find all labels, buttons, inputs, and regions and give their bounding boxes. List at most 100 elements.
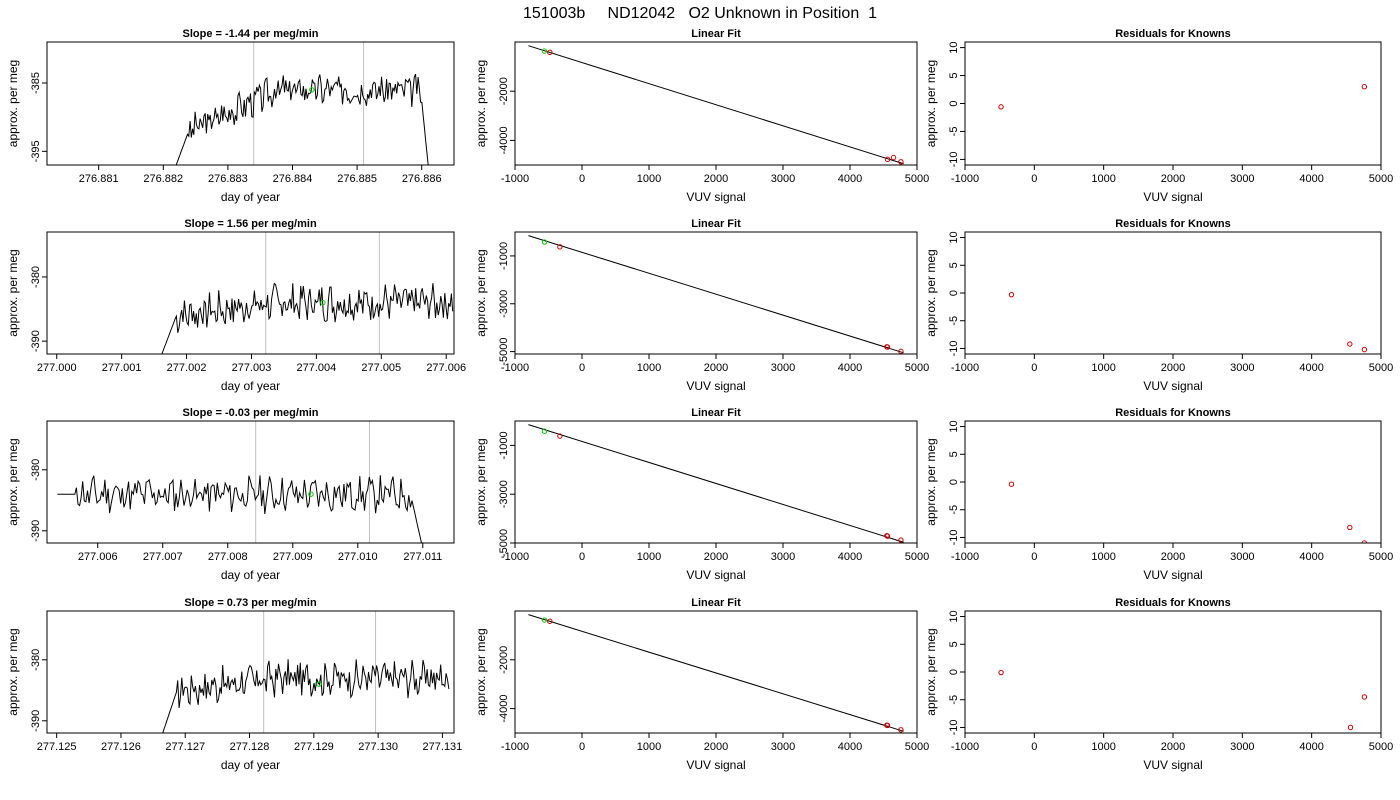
x-tick-label: 5000 xyxy=(905,362,929,374)
x-tick-label: 0 xyxy=(579,173,585,185)
x-axis-label: VUV signal xyxy=(1143,758,1202,772)
x-tick-label: 276.884 xyxy=(273,173,313,185)
x-tick-label: 4000 xyxy=(838,741,862,753)
x-tick-label: 277.006 xyxy=(426,362,466,374)
known-point xyxy=(1008,481,1015,487)
x-tick-label: 0 xyxy=(579,741,585,753)
x-tick-label: 277.127 xyxy=(165,741,205,753)
x-tick-label: 277.003 xyxy=(232,362,272,374)
x-tick-label: 4000 xyxy=(1299,741,1323,753)
x-tick-label: 277.005 xyxy=(361,362,401,374)
plot-frame xyxy=(46,420,455,544)
y-tick-label: -390 xyxy=(30,520,42,542)
x-tick-label: 277.002 xyxy=(167,362,207,374)
known-point xyxy=(1347,724,1354,731)
x-tick-label: 5000 xyxy=(905,551,929,563)
y-tick-label: -5 xyxy=(948,316,960,326)
plot-frame xyxy=(964,41,1382,166)
panel-title: Linear Fit xyxy=(691,597,741,609)
x-tick-label: 277.008 xyxy=(208,551,248,563)
x-tick-label: 2000 xyxy=(704,173,728,185)
plot-area xyxy=(528,45,904,165)
unknown-point xyxy=(309,87,315,93)
x-tick-label: 4000 xyxy=(1299,173,1323,185)
x-axis-label: day of year xyxy=(221,190,280,204)
y-tick-label: -3000 xyxy=(498,290,510,318)
x-tick-label: 1000 xyxy=(1091,741,1115,753)
x-tick-label: 2000 xyxy=(704,362,728,374)
x-tick-label: 0 xyxy=(1031,173,1037,185)
panels: Slope = -1.44 per meg/min 276.881 276.882 2… xyxy=(6,28,1393,772)
unknown-point xyxy=(541,428,548,434)
x-tick-label: -1000 xyxy=(501,741,529,753)
x-tick-label: 0 xyxy=(1031,551,1037,563)
y-tick-label: 5 xyxy=(948,262,960,268)
panel-title: Residuals for Knowns xyxy=(1115,28,1231,40)
x-axis-label: VUV signal xyxy=(1143,190,1202,204)
y-tick-label: -380 xyxy=(30,266,42,288)
x-tick-label: -1000 xyxy=(951,551,979,563)
x-tick-label: 277.131 xyxy=(423,741,463,753)
x-tick-label: 3000 xyxy=(1230,362,1254,374)
y-axis-label: approx. per meg xyxy=(6,628,20,715)
known-point xyxy=(547,618,553,624)
x-tick-label: 277.126 xyxy=(101,741,141,753)
x-tick-label: -1000 xyxy=(951,741,979,753)
known-point xyxy=(898,537,904,543)
x-tick-label: 2000 xyxy=(1161,741,1185,753)
plot-frame xyxy=(514,41,918,166)
plot-area xyxy=(528,235,904,354)
known-point xyxy=(884,156,891,163)
y-tick-label: -395 xyxy=(30,140,42,162)
y-tick-label: -10 xyxy=(948,720,960,736)
x-tick-label: 276.881 xyxy=(79,173,119,185)
panel-title: Linear Fit xyxy=(691,218,741,230)
x-tick-label: 4000 xyxy=(1299,362,1323,374)
panel-r2-c2: Residuals for Knowns -1000 0 1000 2000 3000 40… xyxy=(924,407,1393,582)
panel-r2-c1: Linear Fit -1000 0 1000 2000 3000 4000 5000 -500… xyxy=(474,407,929,582)
x-tick-label: -1000 xyxy=(501,362,529,374)
x-tick-label: 277.130 xyxy=(358,741,398,753)
plot-frame xyxy=(964,231,1382,355)
y-tick-label: 5 xyxy=(948,72,960,78)
panel-title: Residuals for Knowns xyxy=(1115,597,1231,609)
panel-r3-c2: Residuals for Knowns -1000 0 1000 2000 3000 40… xyxy=(924,597,1393,772)
x-axis-label: day of year xyxy=(221,758,280,772)
x-tick-label: 3000 xyxy=(771,362,795,374)
y-axis-label: approx. per meg xyxy=(474,60,488,147)
known-point xyxy=(890,154,897,161)
y-tick-label: -10 xyxy=(948,341,960,357)
x-tick-label: 3000 xyxy=(771,551,795,563)
x-tick-label: 1000 xyxy=(637,741,661,753)
panel-r0-c2: Residuals for Knowns -1000 0 1000 2000 3000 40… xyxy=(924,28,1393,204)
y-tick-label: -1000 xyxy=(498,242,510,270)
y-tick-label: -380 xyxy=(30,459,42,481)
panel-r1-c2: Residuals for Knowns -1000 0 1000 2000 3000 40… xyxy=(924,218,1393,393)
unknown-point xyxy=(541,48,548,54)
known-point xyxy=(998,104,1004,110)
panel-title: Linear Fit xyxy=(691,28,741,40)
fit-line xyxy=(528,614,904,732)
y-tick-label: -1000 xyxy=(498,431,510,459)
panel-r3-c1: Linear Fit -1000 0 1000 2000 3000 4000 5000 -400… xyxy=(474,597,929,772)
x-tick-label: 2000 xyxy=(1161,362,1185,374)
plot-area xyxy=(998,84,1368,110)
signal-trace xyxy=(175,73,429,165)
y-axis-label: approx. per meg xyxy=(474,438,488,525)
y-tick-label: 0 xyxy=(948,669,960,675)
x-tick-label: -1000 xyxy=(951,173,979,185)
panel-r2-c0: Slope = -0.03 per meg/min 277.006 277.007 2… xyxy=(6,407,455,582)
known-point xyxy=(1361,84,1368,90)
y-tick-label: -10 xyxy=(948,530,960,546)
x-tick-label: 277.125 xyxy=(37,741,77,753)
y-tick-label: 10 xyxy=(948,420,960,432)
panel-title: Slope = 0.73 per meg/min xyxy=(184,597,317,609)
x-axis-label: VUV signal xyxy=(686,568,745,582)
x-tick-label: 4000 xyxy=(838,173,862,185)
panel-r3-c0: Slope = 0.73 per meg/min 277.125 277.126 27… xyxy=(6,597,462,772)
x-tick-label: 1000 xyxy=(637,362,661,374)
y-axis-label: approx. per meg xyxy=(924,60,938,147)
known-point xyxy=(1347,341,1353,347)
unknown-point xyxy=(541,617,548,623)
x-tick-label: 277.129 xyxy=(294,741,334,753)
